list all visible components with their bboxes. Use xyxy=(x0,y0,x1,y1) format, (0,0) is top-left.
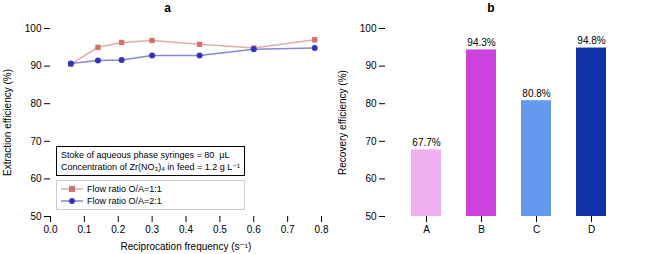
svg-text:80.8%: 80.8% xyxy=(522,88,550,99)
svg-text:50: 50 xyxy=(30,211,42,222)
html-text:Flow ratio O/A=1:1: Flow ratio O/A=1:1 xyxy=(87,184,162,194)
svg-text:100: 100 xyxy=(25,23,42,34)
svg-text:90: 90 xyxy=(365,60,377,71)
svg-text:0.0: 0.0 xyxy=(44,224,58,235)
html-text:a: a xyxy=(164,1,171,15)
svg-text:C: C xyxy=(533,224,540,235)
svg-text:80: 80 xyxy=(365,98,377,109)
svg-text:60: 60 xyxy=(30,173,42,184)
svg-text:70: 70 xyxy=(365,136,377,147)
svg-text:60: 60 xyxy=(365,173,377,184)
html-text:Flow ratio O/A=2:1: Flow ratio O/A=2:1 xyxy=(87,196,162,206)
svg-text:90: 90 xyxy=(30,60,42,71)
svg-text:D: D xyxy=(588,224,595,235)
svg-text:67.7%: 67.7% xyxy=(412,137,440,148)
svg-text:0.6: 0.6 xyxy=(247,224,261,235)
svg-text:94.3%: 94.3% xyxy=(467,37,495,48)
html-text:Stoke of aqueous phase syringe: Stoke of aqueous phase syringes = 80 μL … xyxy=(61,150,240,172)
svg-text:0.4: 0.4 xyxy=(179,224,193,235)
html-text:b: b xyxy=(487,1,495,15)
svg-text:94.8%: 94.8% xyxy=(577,35,605,46)
svg-text:0.7: 0.7 xyxy=(281,224,295,235)
svg-text:50: 50 xyxy=(365,211,377,222)
svg-text:0.1: 0.1 xyxy=(77,224,91,235)
svg-text:0.5: 0.5 xyxy=(213,224,227,235)
svg-text:B: B xyxy=(478,224,485,235)
svg-text:Reciprocation frequency (s⁻¹): Reciprocation frequency (s⁻¹) xyxy=(121,241,252,252)
svg-text:Extraction efficiency (%): Extraction efficiency (%) xyxy=(2,69,13,176)
svg-text:70: 70 xyxy=(30,136,42,147)
svg-text:A: A xyxy=(423,224,430,235)
svg-text:80: 80 xyxy=(30,98,42,109)
svg-text:0.3: 0.3 xyxy=(145,224,159,235)
svg-text:100: 100 xyxy=(360,23,377,34)
svg-text:0.2: 0.2 xyxy=(111,224,125,235)
svg-text:0.8: 0.8 xyxy=(315,224,329,235)
svg-text:Recovery efficiency (%): Recovery efficiency (%) xyxy=(337,70,348,175)
